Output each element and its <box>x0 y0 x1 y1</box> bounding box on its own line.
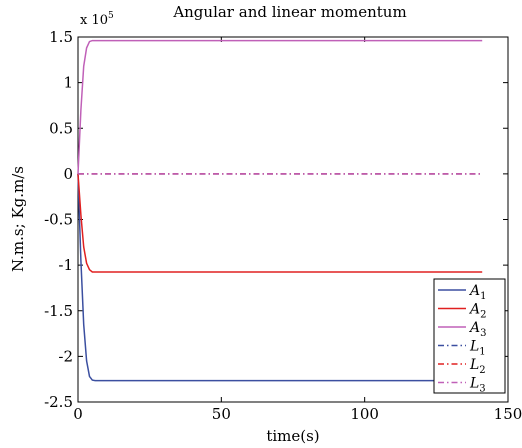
x-axis-label: time(s) <box>266 427 319 445</box>
legend-box <box>433 278 506 394</box>
y-tick-label: -2.5 <box>44 393 73 411</box>
x-tick-label: 100 <box>350 405 379 423</box>
y-multiplier: x 105 <box>80 11 114 28</box>
y-tick-label: -1 <box>58 256 73 274</box>
y-multiplier-exp: 5 <box>108 11 114 21</box>
svg-text:x 105: x 105 <box>80 11 114 28</box>
x-tick-label: 0 <box>73 405 83 423</box>
legend-label: L1 <box>469 339 486 358</box>
y-tick-label: 1 <box>63 74 73 92</box>
legend-label: A2 <box>468 302 487 321</box>
series-layer <box>77 39 483 382</box>
y-axis-label: N.m.s; Kg.m/s <box>9 166 27 272</box>
series-line-a3 <box>77 39 483 174</box>
y-tick-label: -2 <box>58 347 73 365</box>
x-tick-label: 50 <box>212 405 231 423</box>
legend-label: A1 <box>468 283 487 302</box>
series-line-a2 <box>77 173 483 273</box>
y-tick-label: -1.5 <box>44 302 73 320</box>
legend-label: L2 <box>469 357 486 376</box>
y-tick-label: 0 <box>63 165 73 183</box>
legend-label: L3 <box>469 376 486 395</box>
y-multiplier-base: x 10 <box>80 13 108 28</box>
x-axis-ticks: 0 50 100 150 <box>73 37 522 423</box>
y-tick-label: 1.5 <box>49 28 73 46</box>
y-tick-label: -0.5 <box>44 211 73 229</box>
chart-title: Angular and linear momentum <box>172 3 406 21</box>
x-tick-label: 150 <box>494 405 522 423</box>
legend-label: A3 <box>468 320 487 339</box>
series-line-a1 <box>77 173 483 382</box>
y-axis-ticks: -2.5 -2 -1.5 -1 -0.5 0 0.5 1 1.5 <box>44 28 508 411</box>
y-tick-label: 0.5 <box>49 119 73 137</box>
